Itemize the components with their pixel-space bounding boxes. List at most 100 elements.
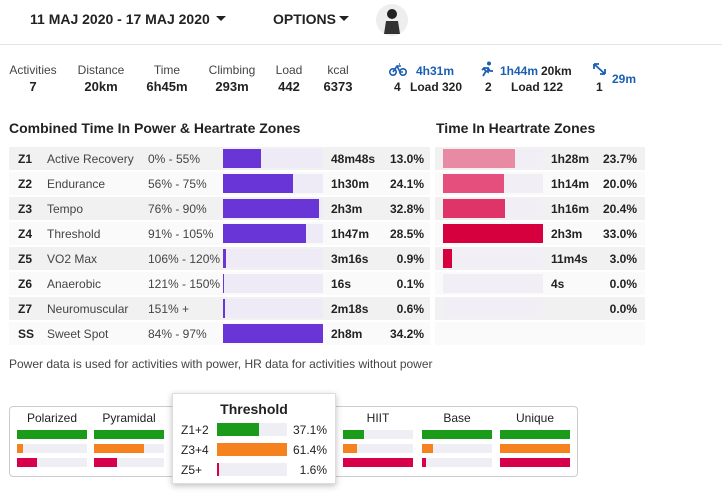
zone-name: Tempo: [47, 202, 84, 216]
zone-range: 121% - 150%: [148, 277, 221, 291]
zone-pct: 3.0%: [609, 252, 637, 266]
sport-count: 1: [596, 80, 603, 94]
stat-label: Climbing: [208, 63, 256, 77]
model-name: Unique: [515, 411, 555, 425]
zone-pct: 0.0%: [609, 302, 637, 316]
zone-name: Endurance: [47, 177, 106, 191]
stat-value: 20km: [84, 79, 118, 94]
zone-time: 1h47m: [331, 227, 370, 241]
zone-range: 76% - 90%: [148, 202, 207, 216]
bar-track: [422, 458, 492, 467]
zone-label: Z4: [18, 227, 33, 241]
bar-track: [94, 458, 164, 467]
zone-time: 2h3m: [551, 227, 583, 241]
divider: [0, 44, 722, 45]
sport-load: Load 320: [410, 80, 463, 94]
sport-count: 2: [485, 80, 492, 94]
options-menu[interactable]: OPTIONS: [273, 11, 337, 27]
zone-pct: 34.2%: [389, 327, 424, 341]
bar: [443, 174, 504, 193]
zone-time: 1h30m: [331, 177, 370, 191]
popup-label: Z5+: [181, 463, 203, 477]
popup-label: Z1+2: [181, 423, 209, 437]
table-row: [9, 222, 430, 245]
other-icon: [593, 63, 606, 75]
model-name: Pyramidal: [102, 411, 156, 425]
bar: [217, 443, 287, 456]
footnote: Power data is used for activities with p…: [9, 357, 433, 371]
zone-range: 84% - 97%: [148, 327, 207, 341]
date-range[interactable]: 11 MAJ 2020 - 17 MAJ 2020: [30, 11, 210, 27]
bar: [443, 249, 453, 268]
model-name: Polarized: [26, 411, 78, 425]
bar: [217, 423, 260, 436]
run-icon: [481, 61, 493, 77]
sport-time: 4h31m: [416, 64, 455, 78]
zone-pct: 13.0%: [389, 152, 424, 166]
bike-icon: [389, 63, 407, 76]
zone-time: 1h14m: [551, 177, 590, 191]
zone-pct: 0.0%: [609, 277, 637, 291]
model-name: HIIT: [366, 411, 390, 425]
bar: [343, 430, 364, 439]
sport-count: 4: [394, 80, 401, 94]
stat-label: Distance: [77, 63, 125, 77]
bar: [223, 149, 261, 168]
bar: [443, 224, 543, 243]
stat-label: Load: [275, 63, 303, 77]
sport-time: 1h44m: [500, 64, 539, 78]
bar: [422, 458, 426, 467]
dropdown-arrow[interactable]: [338, 15, 350, 23]
zone-pct: 20.0%: [602, 177, 637, 191]
zone-pct: 32.8%: [389, 202, 424, 216]
bar: [17, 458, 37, 467]
bar: [443, 149, 515, 168]
zone-label: Z7: [18, 302, 33, 316]
zone-label: Z5: [18, 252, 33, 266]
zone-pct: 20.4%: [602, 202, 637, 216]
stat-value: 442: [278, 79, 300, 94]
stat-label: Time: [153, 63, 181, 77]
bar: [223, 174, 294, 193]
bar-track: [443, 274, 543, 293]
bar: [217, 463, 219, 476]
zone-time: 2h8m: [331, 327, 363, 341]
zone-range: 151% +: [148, 302, 190, 316]
bar-track: [217, 463, 287, 476]
bar-track: [17, 444, 87, 453]
table-row: [435, 322, 645, 345]
bar: [17, 444, 23, 453]
bar: [343, 458, 413, 467]
stat-value: 6h45m: [146, 79, 188, 94]
zone-label: Z2: [18, 177, 33, 191]
bar: [422, 430, 492, 439]
sport-time: 29m: [612, 72, 637, 86]
bar-track: [343, 444, 413, 453]
zone-label: Z6: [18, 277, 33, 291]
zone-range: 0% - 55%: [148, 152, 201, 166]
avatar[interactable]: [376, 4, 408, 36]
zone-time: 3m16s: [331, 252, 369, 266]
dropdown-arrow[interactable]: [215, 15, 227, 23]
stat-label: Activities: [9, 63, 57, 77]
zone-time: 2m18s: [331, 302, 369, 316]
popup-label: Z3+4: [181, 443, 209, 457]
stat-value: 6373: [323, 79, 353, 94]
bar: [343, 444, 357, 453]
zone-name: Active Recovery: [47, 152, 134, 166]
table-row: [9, 197, 430, 220]
bar: [422, 444, 433, 453]
bar: [94, 430, 164, 439]
zone-label: SS: [18, 327, 35, 341]
bar-track: [422, 444, 492, 453]
stat-value: 7: [29, 79, 37, 94]
zone-time: 48m48s: [331, 152, 376, 166]
bar-track: [223, 299, 323, 318]
popup-pct: 37.1%: [292, 423, 327, 437]
zone-name: Neuromuscular: [47, 302, 129, 316]
table-row: [9, 322, 430, 345]
zone-name: Sweet Spot: [47, 327, 109, 341]
section-title: Time In Heartrate Zones: [436, 120, 596, 136]
stat-label: kcal: [327, 63, 349, 77]
